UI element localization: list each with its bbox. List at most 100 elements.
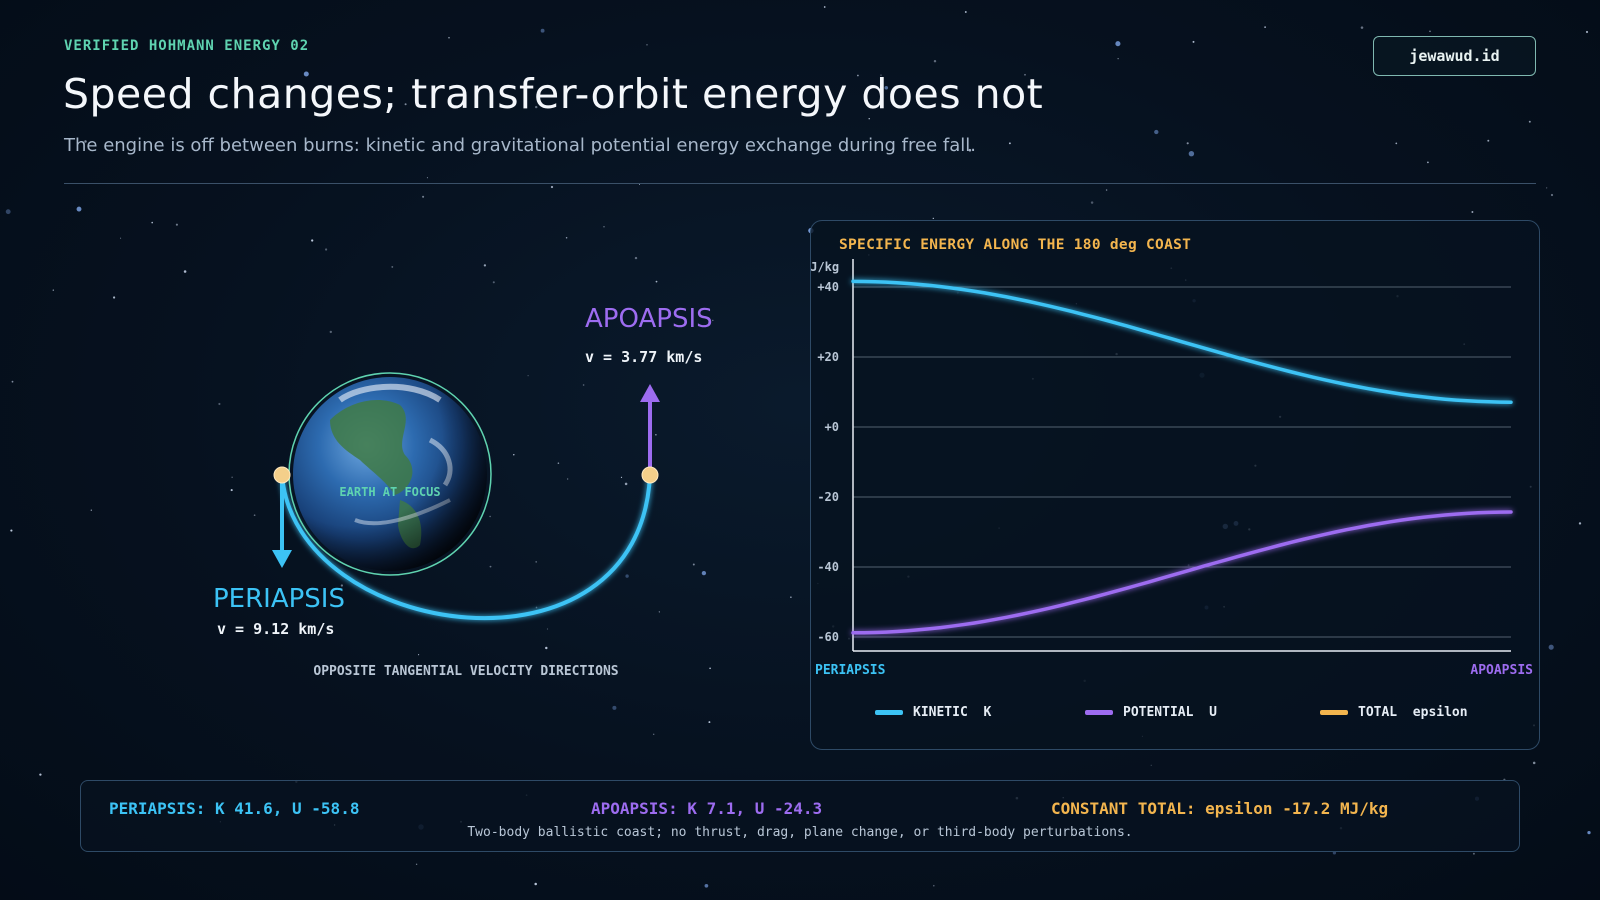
star <box>1532 761 1536 765</box>
periapsis-speed: v = 9.12 km/s <box>217 620 334 638</box>
star <box>550 185 554 189</box>
x-end-label: APOAPSIS <box>1470 663 1533 678</box>
y-tick-label: +40 <box>817 280 839 294</box>
star <box>620 476 623 479</box>
star <box>1429 30 1431 33</box>
star <box>11 380 14 383</box>
chart-title: SPECIFIC ENERGY ALONG THE 180 deg COAST <box>839 237 1192 253</box>
legend-label: TOTAL epsilon <box>1358 705 1468 720</box>
apoapsis-speed: v = 3.77 km/s <box>585 348 702 366</box>
x-start-label: PERIAPSIS <box>815 663 886 678</box>
legend-label: KINETIC K <box>913 705 992 720</box>
star <box>658 611 660 613</box>
star <box>655 433 657 436</box>
star <box>540 28 545 33</box>
summary-periapsis: PERIAPSIS: K 41.6, U -58.8 <box>109 799 360 818</box>
series-line-potential <box>851 510 1513 635</box>
star <box>546 628 549 630</box>
star <box>1090 201 1094 204</box>
star <box>483 264 487 267</box>
apoapsis-velocity-arrow <box>640 384 660 475</box>
star <box>183 270 187 273</box>
earth-globe-icon <box>288 372 492 576</box>
star <box>634 256 638 260</box>
star <box>151 221 153 224</box>
star <box>933 884 935 887</box>
star <box>624 482 628 486</box>
y-tick-label: -20 <box>817 490 839 504</box>
star <box>964 11 967 13</box>
star <box>391 265 394 268</box>
star <box>1154 129 1159 135</box>
star <box>527 375 529 377</box>
summary-note: Two-body ballistic coast; no thrust, dra… <box>467 825 1133 840</box>
star <box>1550 193 1554 197</box>
star <box>565 237 568 239</box>
star <box>230 489 233 492</box>
star <box>325 248 328 251</box>
star <box>1487 139 1490 142</box>
star <box>492 281 495 284</box>
star <box>557 462 560 464</box>
header-divider <box>64 183 1536 184</box>
star <box>1186 142 1189 145</box>
star <box>448 36 450 39</box>
periapsis-marker <box>273 466 291 484</box>
star <box>5 209 11 215</box>
star <box>84 140 87 143</box>
legend-swatch <box>1320 710 1348 715</box>
star <box>868 118 870 120</box>
star <box>933 59 937 63</box>
orbit-diagram: EARTH AT FOCUS APOAPSIS v = 3.77 km/s PE… <box>213 304 713 679</box>
star <box>415 863 418 865</box>
star <box>10 529 13 532</box>
legend-swatch <box>875 710 903 715</box>
star <box>418 654 420 656</box>
star <box>790 596 792 598</box>
star <box>1105 189 1108 191</box>
apoapsis-marker <box>641 466 659 484</box>
star <box>535 105 538 109</box>
star <box>303 71 309 77</box>
star <box>1395 142 1398 145</box>
star <box>625 574 629 578</box>
star <box>567 478 569 480</box>
legend-kinetic: KINETIC K <box>875 705 991 720</box>
legend-label: POTENTIAL U <box>1123 705 1217 720</box>
star <box>545 646 548 650</box>
star <box>655 280 658 283</box>
y-axis-unit: MJ/kg <box>811 260 839 274</box>
star <box>513 454 515 456</box>
star <box>76 206 82 212</box>
star <box>175 223 178 226</box>
star <box>311 239 314 242</box>
star <box>884 86 889 90</box>
star <box>1008 142 1011 145</box>
earth-label: EARTH AT FOCUS <box>339 485 440 499</box>
energy-chart: +40 +20 +0 -20 -40 -60 MJ/kg PERIAPSIS APOAPS… <box>811 259 1533 678</box>
star <box>652 733 655 736</box>
star <box>404 103 407 106</box>
star <box>1332 851 1337 855</box>
star <box>603 226 605 228</box>
star <box>1115 41 1121 47</box>
legend-swatch <box>1085 710 1113 715</box>
star <box>1117 58 1119 60</box>
star <box>120 237 122 239</box>
transfer-orbit-path <box>280 474 652 621</box>
star <box>113 296 116 299</box>
diagram-caption: OPPOSITE TANGENTIAL VELOCITY DIRECTIONS <box>313 664 618 679</box>
eyebrow-label: VERIFIED HOHMANN ENERGY 02 <box>64 38 310 54</box>
star <box>422 195 425 198</box>
star <box>1188 150 1195 157</box>
star <box>880 74 882 76</box>
star <box>1587 830 1591 835</box>
star <box>1471 211 1474 213</box>
summary-bar: PERIAPSIS: K 41.6, U -58.8 APOAPSIS: K 7… <box>80 780 1520 852</box>
star <box>426 177 428 179</box>
star <box>692 563 695 566</box>
star <box>708 721 711 724</box>
summary-apoapsis: APOAPSIS: K 7.1, U -24.3 <box>591 799 823 818</box>
periapsis-label: PERIAPSIS <box>213 584 345 614</box>
y-tick-label: -60 <box>817 630 839 644</box>
